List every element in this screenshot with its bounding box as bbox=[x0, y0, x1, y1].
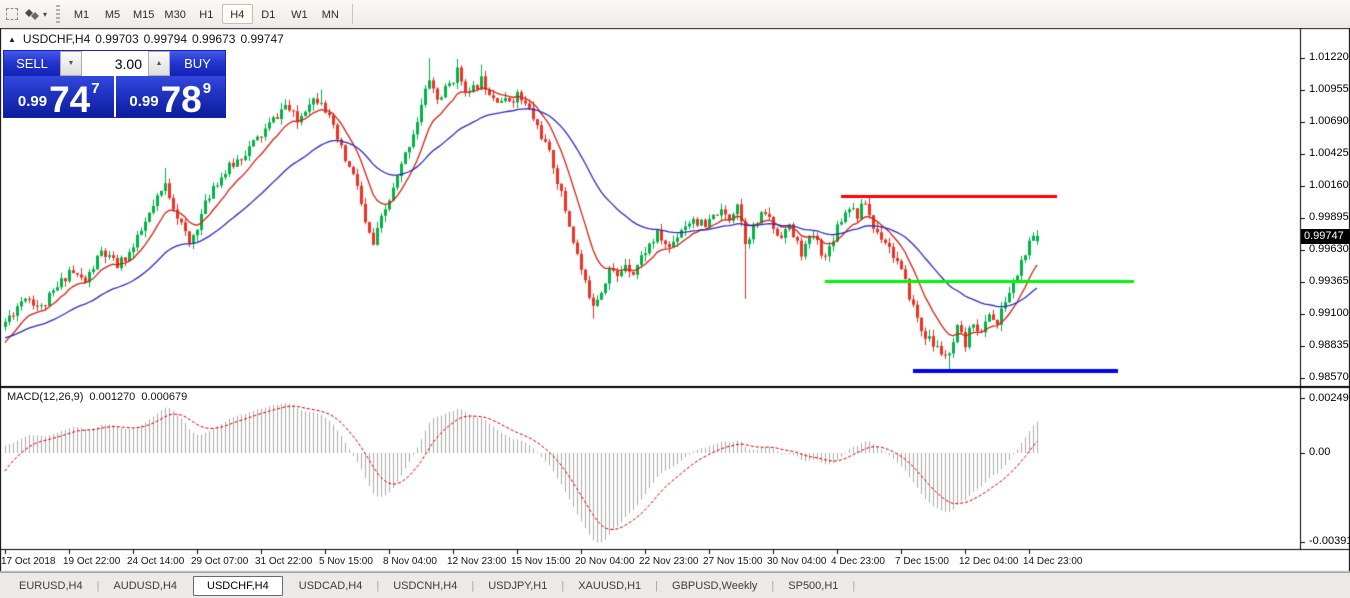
price-axis-label: 0.99100 bbox=[1309, 307, 1349, 319]
volume-stepper: ▼ ▲ bbox=[60, 51, 170, 76]
time-axis-label: 19 Oct 22:00 bbox=[63, 556, 121, 567]
sell-price-base: 0.99 bbox=[17, 93, 48, 110]
macd-axis-label: 0.002492 bbox=[1309, 392, 1350, 404]
price-axis-label: 1.00955 bbox=[1309, 83, 1349, 95]
volume-input[interactable] bbox=[82, 51, 148, 76]
tab-usdcad-h4[interactable]: USDCAD,H4 bbox=[298, 579, 363, 592]
tab-divider: | bbox=[771, 579, 775, 592]
sell-button[interactable]: SELL bbox=[4, 51, 60, 76]
timeframe-m5[interactable]: M5 bbox=[104, 9, 121, 21]
tab-divider: | bbox=[471, 579, 475, 592]
time-axis-label: 27 Nov 15:00 bbox=[703, 556, 763, 567]
timeframe-m1[interactable]: M1 bbox=[73, 9, 90, 21]
tab-xauusd-h1[interactable]: XAUUSD,H1 bbox=[578, 579, 642, 592]
timeframe-m15[interactable]: M15 bbox=[133, 9, 155, 21]
time-axis-label: 29 Oct 07:00 bbox=[191, 556, 249, 567]
price-axis-label: 1.00690 bbox=[1309, 115, 1349, 127]
chart-symbol: USDCHF,H4 bbox=[22, 32, 91, 46]
time-axis-label: 17 Oct 2018 bbox=[1, 556, 56, 567]
macd-label: MACD(12,26,9) 0.001270 0.000679 bbox=[7, 391, 187, 403]
tab-audusd-h4[interactable]: AUDUSD,H4 bbox=[113, 579, 178, 592]
tab-divider: | bbox=[655, 579, 659, 592]
macd-name: MACD(12,26,9) bbox=[7, 391, 84, 403]
macd-signal-value: 0.000679 bbox=[141, 391, 188, 403]
price-axis-label: 1.01220 bbox=[1309, 51, 1349, 63]
current-price-tag: 0.99747 bbox=[1301, 229, 1350, 244]
buy-price-base: 0.99 bbox=[129, 93, 159, 110]
macd-axis-label: 0.00 bbox=[1309, 446, 1331, 458]
timeframe-w1[interactable]: W1 bbox=[291, 9, 308, 21]
timeframe-h4[interactable]: H4 bbox=[221, 4, 253, 24]
timeframe-d1[interactable]: D1 bbox=[261, 9, 276, 21]
price-axis-label: 0.99895 bbox=[1309, 211, 1349, 223]
time-axis-label: 20 Nov 04:00 bbox=[575, 556, 635, 567]
toolbar-separator bbox=[351, 4, 353, 24]
one-click-trading-panel: SELL ▼ ▲ BUY 0.99 74 7 0.99 78 9 bbox=[3, 50, 226, 118]
arrange-charts-icon bbox=[25, 8, 39, 20]
buy-price-big: 78 bbox=[160, 78, 202, 120]
time-axis-label: 24 Oct 14:00 bbox=[127, 556, 185, 567]
ohlc-close: 0.99747 bbox=[240, 32, 284, 46]
price-axis-label: 0.98835 bbox=[1309, 339, 1349, 351]
chart-shift-button[interactable] bbox=[1, 3, 23, 25]
dropdown-caret-icon: ▾ bbox=[43, 9, 48, 19]
time-axis-label: 12 Dec 04:00 bbox=[959, 556, 1019, 567]
sell-price-pip: 7 bbox=[91, 80, 100, 97]
price-axis-label: 0.99365 bbox=[1309, 275, 1349, 287]
tab-divider: | bbox=[96, 579, 100, 592]
ohlc-low: 0.99673 bbox=[192, 32, 236, 46]
timeframe-toolbar: M1 M5 M15 M30 H1 H4 D1 W1 MN bbox=[66, 4, 346, 24]
time-axis-label: 22 Nov 23:00 bbox=[639, 556, 699, 567]
tab-sp500-h1[interactable]: SP500,H1 bbox=[788, 579, 839, 592]
price-axis-label: 0.99630 bbox=[1309, 243, 1349, 255]
tab-usdcnh-h4[interactable]: USDCNH,H4 bbox=[393, 579, 458, 592]
toolbar: ▾ M1 M5 M15 M30 H1 H4 D1 W1 MN bbox=[0, 0, 1350, 28]
tab-gbpusd-weekly[interactable]: GBPUSD,Weekly bbox=[672, 579, 758, 592]
ohlc-open: 0.99703 bbox=[95, 32, 139, 46]
time-axis-label: 8 Nov 04:00 bbox=[383, 556, 437, 567]
time-axis-label: 30 Nov 04:00 bbox=[767, 556, 827, 567]
tab-usdchf-h4[interactable]: USDCHF,H4 bbox=[193, 575, 283, 596]
timeframe-h1[interactable]: H1 bbox=[199, 9, 214, 21]
buy-button[interactable]: BUY bbox=[170, 51, 225, 76]
ohlc-high: 0.99794 bbox=[143, 32, 188, 46]
arrange-charts-button[interactable]: ▾ bbox=[25, 3, 47, 25]
buy-price-display[interactable]: 0.99 78 9 bbox=[115, 76, 225, 120]
chart-shift-icon bbox=[6, 8, 18, 20]
tab-divider: | bbox=[376, 579, 380, 592]
buy-price-pip: 9 bbox=[202, 80, 212, 97]
sell-price-big: 74 bbox=[49, 78, 91, 120]
timeframe-m30[interactable]: M30 bbox=[164, 9, 186, 21]
time-axis-label: 5 Nov 15:00 bbox=[319, 556, 373, 567]
time-axis-label: 12 Nov 23:00 bbox=[447, 556, 507, 567]
price-axis-label: 1.00160 bbox=[1309, 179, 1349, 191]
time-axis-label: 7 Dec 15:00 bbox=[895, 556, 949, 567]
price-axis-label: 0.98570 bbox=[1309, 371, 1349, 383]
sell-price-display[interactable]: 0.99 74 7 bbox=[4, 76, 114, 120]
macd-main-value: 0.001270 bbox=[89, 391, 136, 403]
macd-axis-label: -0.003913 bbox=[1309, 535, 1350, 547]
chart-title: ▲ USDCHF,H4 0.99703 0.99794 0.99673 0.99… bbox=[8, 32, 284, 46]
time-axis-label: 15 Nov 15:00 bbox=[511, 556, 571, 567]
toolbar-grip bbox=[56, 5, 61, 23]
tab-usdjpy-h1[interactable]: USDJPY,H1 bbox=[488, 579, 548, 592]
time-axis-label: 31 Oct 22:00 bbox=[255, 556, 313, 567]
tab-divider: | bbox=[852, 579, 856, 592]
timeframe-mn[interactable]: MN bbox=[321, 9, 339, 21]
time-axis-label: 14 Dec 23:00 bbox=[1023, 556, 1083, 567]
volume-increase-button[interactable]: ▲ bbox=[148, 51, 170, 76]
volume-decrease-button[interactable]: ▼ bbox=[60, 51, 82, 76]
collapse-triangle-icon[interactable]: ▲ bbox=[8, 34, 16, 44]
time-axis-label: 4 Dec 23:00 bbox=[831, 556, 885, 567]
price-axis-label: 1.00425 bbox=[1309, 147, 1349, 159]
tab-divider: | bbox=[561, 579, 565, 592]
tab-eurusd-h4[interactable]: EURUSD,H4 bbox=[19, 579, 83, 592]
chart-tab-bar: EURUSD,H4 | AUDUSD,H4 USDCHF,H4 USDCAD,H4 | US… bbox=[0, 572, 1350, 598]
